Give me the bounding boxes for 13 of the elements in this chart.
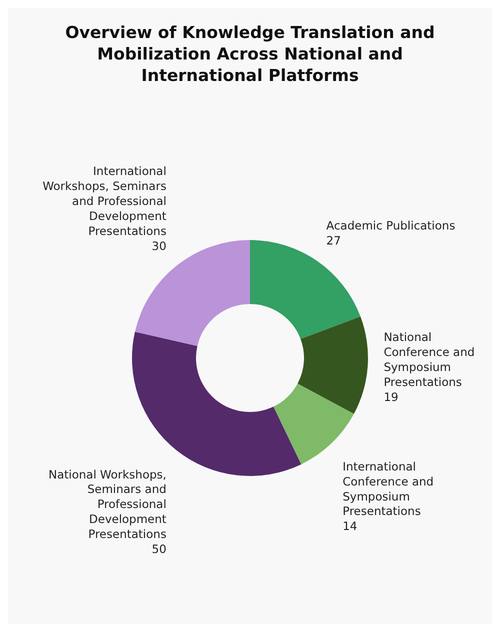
slice-label: Academic Publications xyxy=(326,218,456,232)
data-label: 50 xyxy=(152,542,166,556)
data-label: 30 xyxy=(152,238,166,253)
slice-label: International Workshops, Seminars and Professional Development Presentations xyxy=(42,164,167,238)
slice-label: National Conference and Symposium Presentations xyxy=(384,330,475,389)
slice-label: International Conference and Symposium Presentations xyxy=(342,459,434,518)
data-label: 14 xyxy=(342,519,358,534)
donut-slice xyxy=(298,316,368,414)
data-label: 19 xyxy=(384,390,398,404)
slice-label: National Workshops, Seminars and Professional Development Presentations xyxy=(48,467,167,542)
donut-slice xyxy=(134,240,250,346)
chart-title: Overview of Knowledge Translation and Mobilization Across National and International Platforms xyxy=(65,23,435,85)
data-label: 27 xyxy=(326,233,341,248)
